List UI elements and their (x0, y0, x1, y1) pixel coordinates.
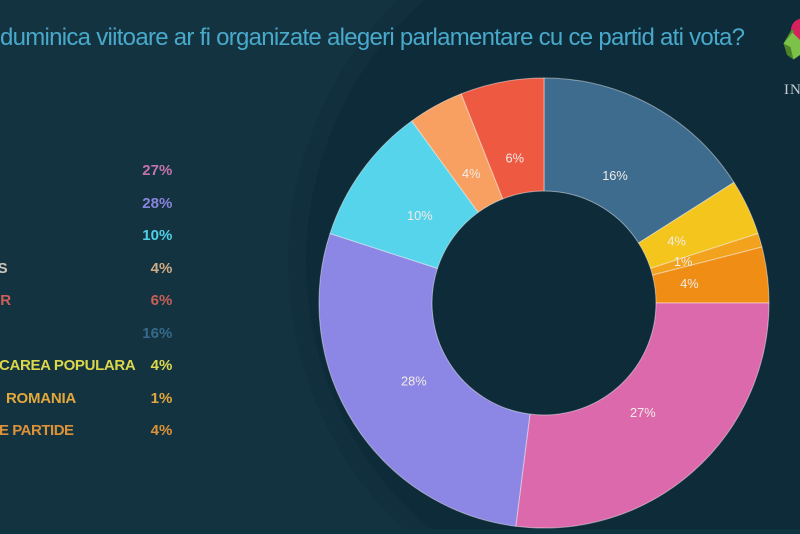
svg-text:6%: 6% (506, 151, 525, 166)
svg-text:10%: 10% (407, 208, 433, 223)
svg-text:16%: 16% (602, 168, 628, 183)
svg-text:4%: 4% (680, 276, 699, 291)
svg-text:4%: 4% (667, 233, 686, 248)
svg-text:4%: 4% (462, 166, 481, 181)
svg-text:1%: 1% (674, 254, 693, 269)
svg-text:28%: 28% (401, 374, 427, 389)
svg-text:27%: 27% (630, 405, 656, 420)
